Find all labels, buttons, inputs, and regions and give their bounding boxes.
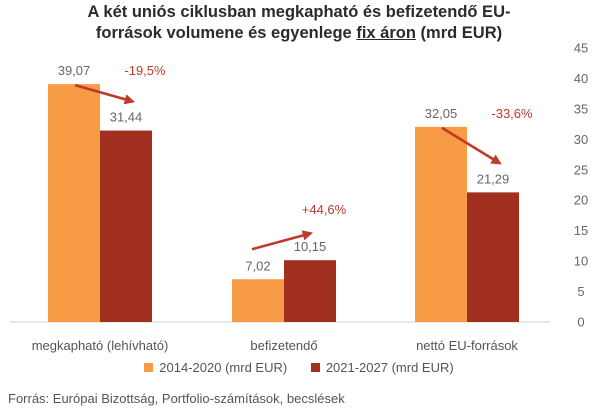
chart-title-fixed-price: fix áron — [356, 24, 416, 42]
data-label-2021-2027-2: 21,29 — [477, 171, 510, 186]
legend-swatch-2014-2020 — [144, 363, 154, 372]
change-label-1: +44,6% — [302, 202, 347, 217]
y-tick-label-30: 30 — [574, 132, 588, 147]
chart-title-line2: források volumene és egyenlege fix áron … — [0, 23, 598, 44]
change-arrow-1 — [251, 230, 314, 251]
bar-chart: 0 5 10 15 20 25 30 35 40 45 39,07 31,44 megkapható (… — [10, 41, 588, 353]
y-tick-label-40: 40 — [574, 71, 588, 86]
chart-title: A két uniós ciklusban megkapható és befi… — [0, 2, 598, 44]
y-tick-label-45: 45 — [574, 41, 588, 56]
change-arrow-0 — [74, 83, 136, 105]
y-tick-label-5: 5 — [577, 284, 584, 299]
y-tick-label-0: 0 — [577, 315, 584, 330]
change-label-2: -33,6% — [491, 106, 533, 121]
legend-label-2014-2020: 2014-2020 (mrd EUR) — [159, 360, 288, 375]
bar-2021-2027-0 — [100, 130, 152, 322]
data-label-2021-2027-0: 31,44 — [110, 110, 143, 125]
x-category-label-1: befizetendő — [250, 338, 317, 353]
data-label-2021-2027-1: 10,15 — [294, 239, 327, 254]
y-tick-label-35: 35 — [574, 101, 588, 116]
bar-2014-2020-0 — [48, 84, 100, 322]
change-label-0: -19,5% — [124, 63, 166, 78]
legend-swatch-2021-2027 — [310, 363, 320, 372]
data-label-2014-2020-2: 32,05 — [425, 106, 458, 121]
bar-2014-2020-1 — [232, 279, 284, 322]
y-tick-label-15: 15 — [574, 223, 588, 238]
data-label-2014-2020-0: 39,07 — [58, 63, 91, 78]
chart-title-line1: A két uniós ciklusban megkapható és befi… — [87, 3, 511, 21]
y-tick-label-20: 20 — [574, 193, 588, 208]
x-category-label-2: nettó EU-források — [416, 338, 518, 353]
bar-2021-2027-1 — [284, 260, 336, 322]
chart-legend: 2014-2020 (mrd EUR) 2021-2027 (mrd EUR) — [0, 360, 598, 375]
legend-item-2021-2027: 2021-2027 (mrd EUR) — [310, 360, 454, 375]
bar-2014-2020-2 — [415, 126, 467, 323]
chart-title-line2-pre: források volumene és egyenlege — [95, 24, 357, 42]
x-category-label-0: megkapható (lehívható) — [32, 338, 169, 353]
y-tick-label-10: 10 — [574, 254, 588, 269]
data-label-2014-2020-1: 7,02 — [245, 258, 270, 273]
legend-label-2021-2027: 2021-2027 (mrd EUR) — [325, 360, 454, 375]
bar-2021-2027-2 — [467, 192, 519, 322]
legend-item-2014-2020: 2014-2020 (mrd EUR) — [144, 360, 287, 375]
chart-title-line2-post: (mrd EUR) — [415, 24, 503, 42]
y-tick-label-25: 25 — [574, 162, 588, 177]
source-note: Forrás: Európai Bizottság, Portfolio-szá… — [8, 391, 345, 406]
change-arrow-2 — [441, 126, 502, 165]
